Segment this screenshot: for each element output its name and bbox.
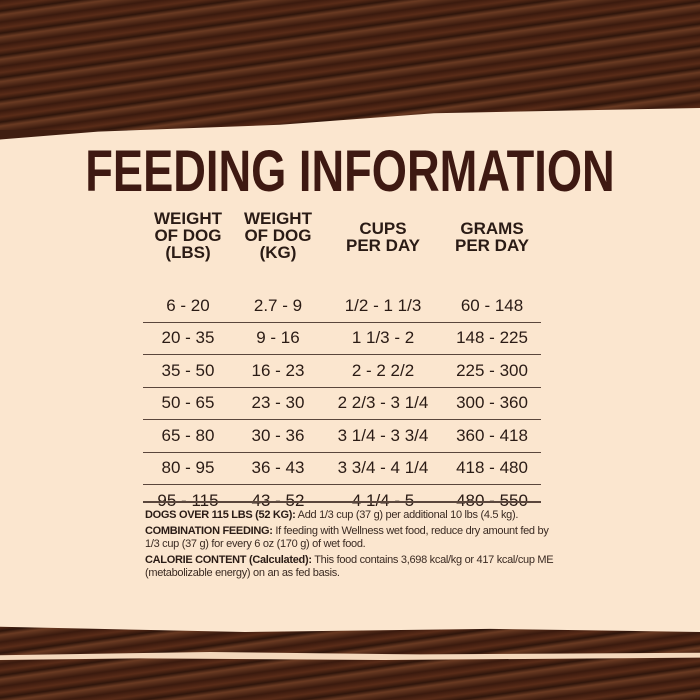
table-cell: 418 - 480: [443, 451, 541, 485]
table-cell: 6 - 20: [166, 295, 210, 315]
feeding-table: WEIGHT OF DOG (LBS) WEIGHT OF DOG (KG) CUPS PER…: [143, 210, 541, 517]
table-cell: 23 - 30: [232, 386, 323, 420]
feeding-notes: DOGS OVER 115 LBS (52 KG): Add 1/3 cup (…: [145, 509, 565, 583]
column-header-line: OF DOG: [154, 226, 222, 245]
note-label: DOGS OVER 115 LBS (52 KG):: [145, 509, 296, 521]
note: DOGS OVER 115 LBS (52 KG): Add 1/3 cup (…: [145, 509, 565, 523]
note-label: COMBINATION FEEDING:: [145, 524, 273, 537]
table-cell: 2.7 - 9: [253, 295, 303, 315]
note-text: This food contains 3,698 kcal/kg or 417 …: [145, 553, 554, 580]
table-row: 80 - 95 36 - 43 3 3/4 - 4 1/4 418 - 480: [143, 451, 541, 485]
table-cell: 225 - 300: [443, 354, 541, 387]
table-cell: 30 - 36: [232, 419, 323, 452]
wood-background-bottom: [0, 620, 700, 700]
table-cell: 16 - 23: [232, 354, 323, 387]
table-header-row: WEIGHT OF DOG (LBS) WEIGHT OF DOG (KG) CUPS PER…: [143, 210, 541, 290]
table-cell: 35 - 50: [143, 354, 233, 387]
column-header-line: PER DAY: [455, 236, 530, 255]
column-header: WEIGHT OF DOG (LBS): [143, 210, 233, 290]
column-header: GRAMS PER DAY: [443, 210, 541, 290]
column-header-line: PER DAY: [345, 236, 420, 255]
table-row: 50 - 65 23 - 30 2 2/3 - 3 1/4 300 - 360: [143, 386, 541, 420]
column-header-line: CUPS: [359, 219, 407, 238]
table-cell: 3 1/4 - 3 3/4: [322, 419, 444, 452]
note: CALORIE CONTENT (Calculated): This food …: [145, 554, 565, 581]
column-header: CUPS PER DAY: [323, 210, 443, 290]
table-row: 20 - 35 9 - 16 1 1/3 - 2 148 - 225: [143, 321, 541, 355]
table-row: 35 - 50 16 - 23 2 - 2 2/2 225 - 300: [143, 354, 541, 387]
table-cell: 20 - 35: [143, 321, 233, 355]
column-header-line: WEIGHT: [153, 209, 222, 228]
table-cell: 480 - 550: [443, 484, 541, 517]
table-cell: 2 - 2 2/2: [322, 354, 444, 387]
note-text: If feeding with Wellness wet food, reduc…: [145, 524, 549, 551]
table-cell: 1 1/3 - 2: [322, 321, 444, 355]
column-header-line: WEIGHT: [243, 209, 312, 228]
note: COMBINATION FEEDING: If feeding with Wel…: [145, 525, 565, 552]
table-cell: 4 1/4 - 5: [322, 484, 444, 517]
table-cell: 1/2 - 1 1/3: [344, 295, 422, 315]
table-row: 65 - 80 30 - 36 3 1/4 - 3 3/4 360 - 418: [143, 419, 541, 452]
table-cell: 65 - 80: [143, 419, 233, 452]
wood-background-top: [0, 0, 700, 130]
divider: [143, 501, 541, 503]
column-header-line: (LBS): [165, 243, 211, 262]
table-cell: 50 - 65: [143, 386, 233, 420]
table-cell: 148 - 225: [443, 321, 541, 355]
column-header: WEIGHT OF DOG (KG): [233, 210, 323, 290]
column-header-line: GRAMS: [460, 219, 524, 238]
column-header-line: OF DOG: [244, 226, 312, 245]
column-header-line: (KG): [259, 243, 297, 262]
table-cell: 43 - 52: [232, 484, 323, 517]
table-cell: 95 - 115: [143, 484, 233, 517]
table-cell: 80 - 95: [143, 451, 233, 485]
table-cell: 36 - 43: [232, 451, 323, 485]
table-row: 95 - 115 43 - 52 4 1/4 - 5 480 - 550: [143, 484, 541, 517]
table-cell: 300 - 360: [443, 386, 541, 420]
table-cell: 2 2/3 - 3 1/4: [322, 386, 444, 420]
table-cell: 3 3/4 - 4 1/4: [322, 451, 444, 485]
note-label: CALORIE CONTENT (Calculated):: [145, 553, 312, 566]
table-cell: 60 - 148: [460, 295, 524, 315]
table-cell: 9 - 16: [232, 321, 323, 355]
table-cell: 360 - 418: [443, 419, 541, 452]
table-row: 6 - 20 2.7 - 9 1/2 - 1 1/3 60 - 148: [143, 290, 541, 322]
page-title: FEEDING INFORMATION: [85, 139, 615, 204]
note-text: Add 1/3 cup (37 g) per additional 10 lbs…: [295, 509, 519, 521]
decorative-stripe: [0, 652, 700, 660]
